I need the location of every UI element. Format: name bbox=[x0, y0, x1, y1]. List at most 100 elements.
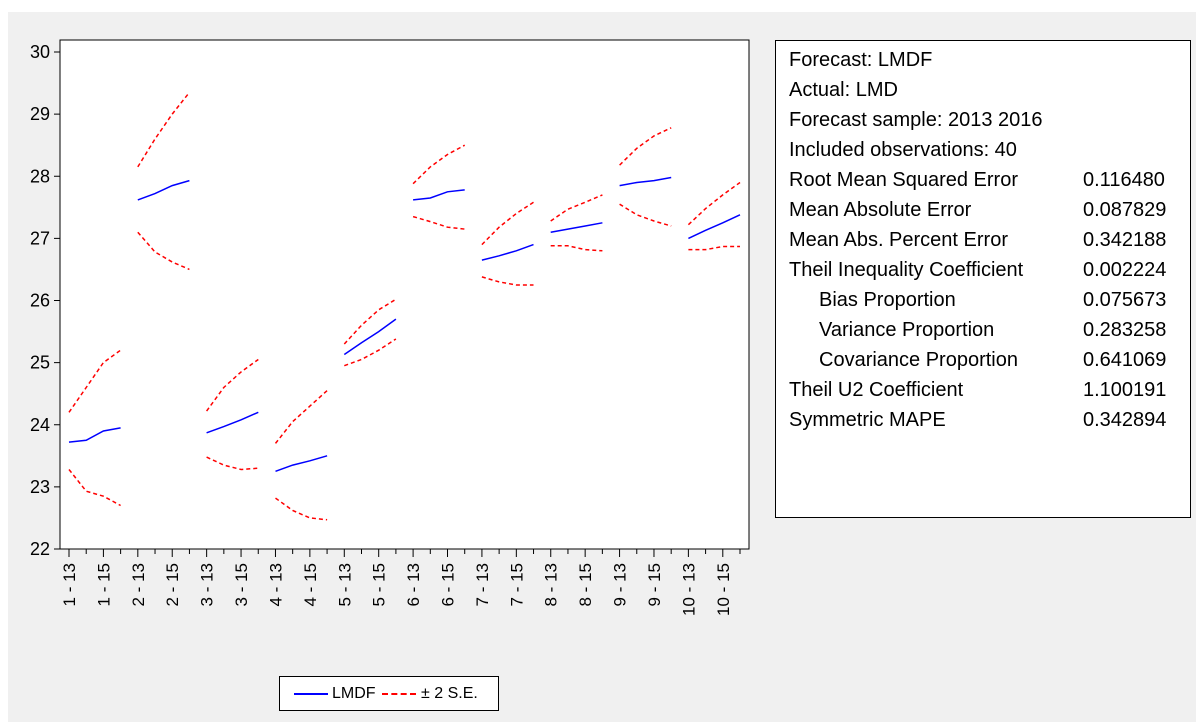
stats-value: 0.002224 bbox=[1083, 259, 1167, 281]
stats-value: 0.087829 bbox=[1083, 199, 1167, 221]
series-lower-se-line bbox=[275, 497, 328, 521]
x-tick-label: 7 - 15 bbox=[507, 563, 526, 606]
stats-label: Forecast: LMDF bbox=[789, 49, 933, 71]
stats-label: Mean Absolute Error bbox=[789, 199, 972, 221]
legend-swatch-se bbox=[382, 693, 416, 695]
stats-value: 0.342894 bbox=[1083, 409, 1167, 431]
stats-label: Mean Abs. Percent Error bbox=[789, 229, 1008, 251]
x-tick-label: 2 - 15 bbox=[163, 563, 182, 606]
x-axis: 1 - 13 1 - 15 2 - 13 2 - 15 3 - 13 3 - 15 4 - … bbox=[60, 549, 741, 616]
series-lower-se-line bbox=[550, 245, 603, 252]
stats-row: Bias Proportion 0.075673 bbox=[789, 285, 1190, 315]
series-lower-se-line bbox=[68, 469, 121, 507]
stats-label: Actual: LMD bbox=[789, 79, 898, 101]
y-tick-label: 24 bbox=[30, 415, 50, 435]
stats-label: Root Mean Squared Error bbox=[789, 169, 1019, 191]
series-upper-se-line bbox=[550, 194, 603, 222]
series-lmdf-line bbox=[688, 214, 741, 240]
x-tick-label: 3 - 15 bbox=[232, 563, 251, 606]
series-upper-se-line bbox=[68, 349, 122, 413]
series-lmdf-line bbox=[137, 179, 190, 201]
y-tick-label: 23 bbox=[30, 477, 50, 497]
series-lmdf-line bbox=[275, 455, 328, 473]
x-tick-label: 3 - 13 bbox=[198, 563, 217, 606]
stats-value: 0.342188 bbox=[1083, 229, 1167, 251]
series-lmdf-line bbox=[550, 222, 603, 233]
stats-row: Variance Proportion 0.283258 bbox=[789, 315, 1190, 345]
series-lower-se-line bbox=[344, 338, 397, 367]
stats-row: Mean Absolute Error 0.087829 bbox=[789, 195, 1190, 225]
series-lower-se-line bbox=[619, 203, 672, 227]
stats-row: Actual: LMD bbox=[789, 75, 1190, 105]
series-upper-se-line bbox=[137, 91, 190, 168]
x-tick-label: 8 - 15 bbox=[576, 563, 595, 606]
y-tick-label: 22 bbox=[30, 539, 50, 559]
y-tick-label: 28 bbox=[30, 166, 50, 186]
stats-row: Forecast sample: 2013 2016 bbox=[789, 105, 1190, 135]
stats-row: Symmetric MAPE 0.342894 bbox=[789, 405, 1190, 435]
series-lmdf-line bbox=[481, 243, 534, 261]
x-tick-label: 2 - 13 bbox=[129, 563, 148, 606]
stats-label: Bias Proportion bbox=[819, 289, 956, 311]
x-tick-label: 8 - 13 bbox=[542, 563, 561, 606]
series-lower-se-line bbox=[688, 245, 740, 251]
stats-row: Mean Abs. Percent Error 0.342188 bbox=[789, 225, 1190, 255]
series-lmdf-line bbox=[343, 318, 397, 356]
stats-row: Theil Inequality Coefficient 0.002224 bbox=[789, 255, 1190, 285]
x-tick-label: 1 - 15 bbox=[94, 563, 113, 606]
y-tick-label: 25 bbox=[30, 353, 50, 373]
stats-value: 0.283258 bbox=[1083, 319, 1167, 341]
x-tick-label: 10 - 15 bbox=[714, 563, 733, 616]
x-tick-label: 4 - 13 bbox=[266, 563, 285, 606]
series-lower-se-line bbox=[412, 215, 465, 230]
x-tick-label: 10 - 13 bbox=[679, 563, 698, 616]
stats-value: 0.075673 bbox=[1083, 289, 1167, 311]
x-tick-label: 4 - 15 bbox=[301, 563, 320, 606]
legend-label-lmdf: LMDF bbox=[332, 685, 376, 702]
series-upper-se-line bbox=[687, 181, 741, 226]
stats-label: Theil U2 Coefficient bbox=[789, 379, 964, 401]
legend-swatch-lmdf bbox=[294, 693, 328, 695]
x-tick-label: 5 - 15 bbox=[370, 563, 389, 606]
stats-label: Forecast sample: 2013 2016 bbox=[789, 109, 1043, 131]
stats-value: 0.641069 bbox=[1083, 349, 1167, 371]
series-lower-se-line bbox=[481, 276, 534, 286]
x-tick-label: 6 - 13 bbox=[404, 563, 423, 606]
stats-row: Covariance Proportion 0.641069 bbox=[789, 345, 1190, 375]
stats-row: Included observations: 40 bbox=[789, 135, 1190, 165]
series-lower-se-line bbox=[206, 456, 259, 471]
x-tick-label: 6 - 15 bbox=[439, 563, 458, 606]
y-tick-label: 29 bbox=[30, 104, 50, 124]
legend-label-se: ± 2 S.E. bbox=[421, 685, 478, 702]
series-lmdf-line bbox=[413, 189, 465, 201]
series-layer bbox=[68, 91, 741, 521]
forecast-statistics-table: Forecast: LMDF Actual: LMD Forecast sample… bbox=[775, 40, 1191, 518]
x-tick-label: 7 - 13 bbox=[473, 563, 492, 606]
plot-area bbox=[59, 39, 750, 550]
series-lmdf-line bbox=[619, 176, 672, 187]
stats-row: Theil U2 Coefficient 1.100191 bbox=[789, 375, 1190, 405]
series-upper-se-line bbox=[343, 298, 397, 345]
chart-legend: LMDF ± 2 S.E. bbox=[279, 676, 499, 711]
x-tick-label: 9 - 15 bbox=[645, 563, 664, 606]
y-tick-label: 26 bbox=[30, 291, 50, 311]
series-upper-se-line bbox=[481, 201, 534, 246]
stats-label: Symmetric MAPE bbox=[789, 409, 946, 431]
stats-row: Root Mean Squared Error 0.116480 bbox=[789, 165, 1190, 195]
series-lmdf-line bbox=[68, 427, 121, 443]
y-tick-label: 27 bbox=[30, 228, 50, 248]
x-tick-label: 5 - 13 bbox=[335, 563, 354, 606]
stats-row: Forecast: LMDF bbox=[789, 45, 1190, 75]
stats-label: Included observations: 40 bbox=[789, 139, 1017, 161]
y-axis: 22 23 24 25 26 27 28 29 30 bbox=[30, 42, 60, 559]
stats-value: 0.116480 bbox=[1083, 169, 1165, 191]
series-lmdf-line bbox=[206, 411, 259, 434]
x-tick-label: 9 - 13 bbox=[611, 563, 630, 606]
series-upper-se-line bbox=[205, 358, 259, 412]
stats-value: 1.100191 bbox=[1083, 379, 1167, 401]
series-lower-se-line bbox=[137, 231, 190, 271]
stats-label: Theil Inequality Coefficient bbox=[789, 259, 1024, 281]
x-tick-label: 1 - 13 bbox=[60, 563, 79, 606]
